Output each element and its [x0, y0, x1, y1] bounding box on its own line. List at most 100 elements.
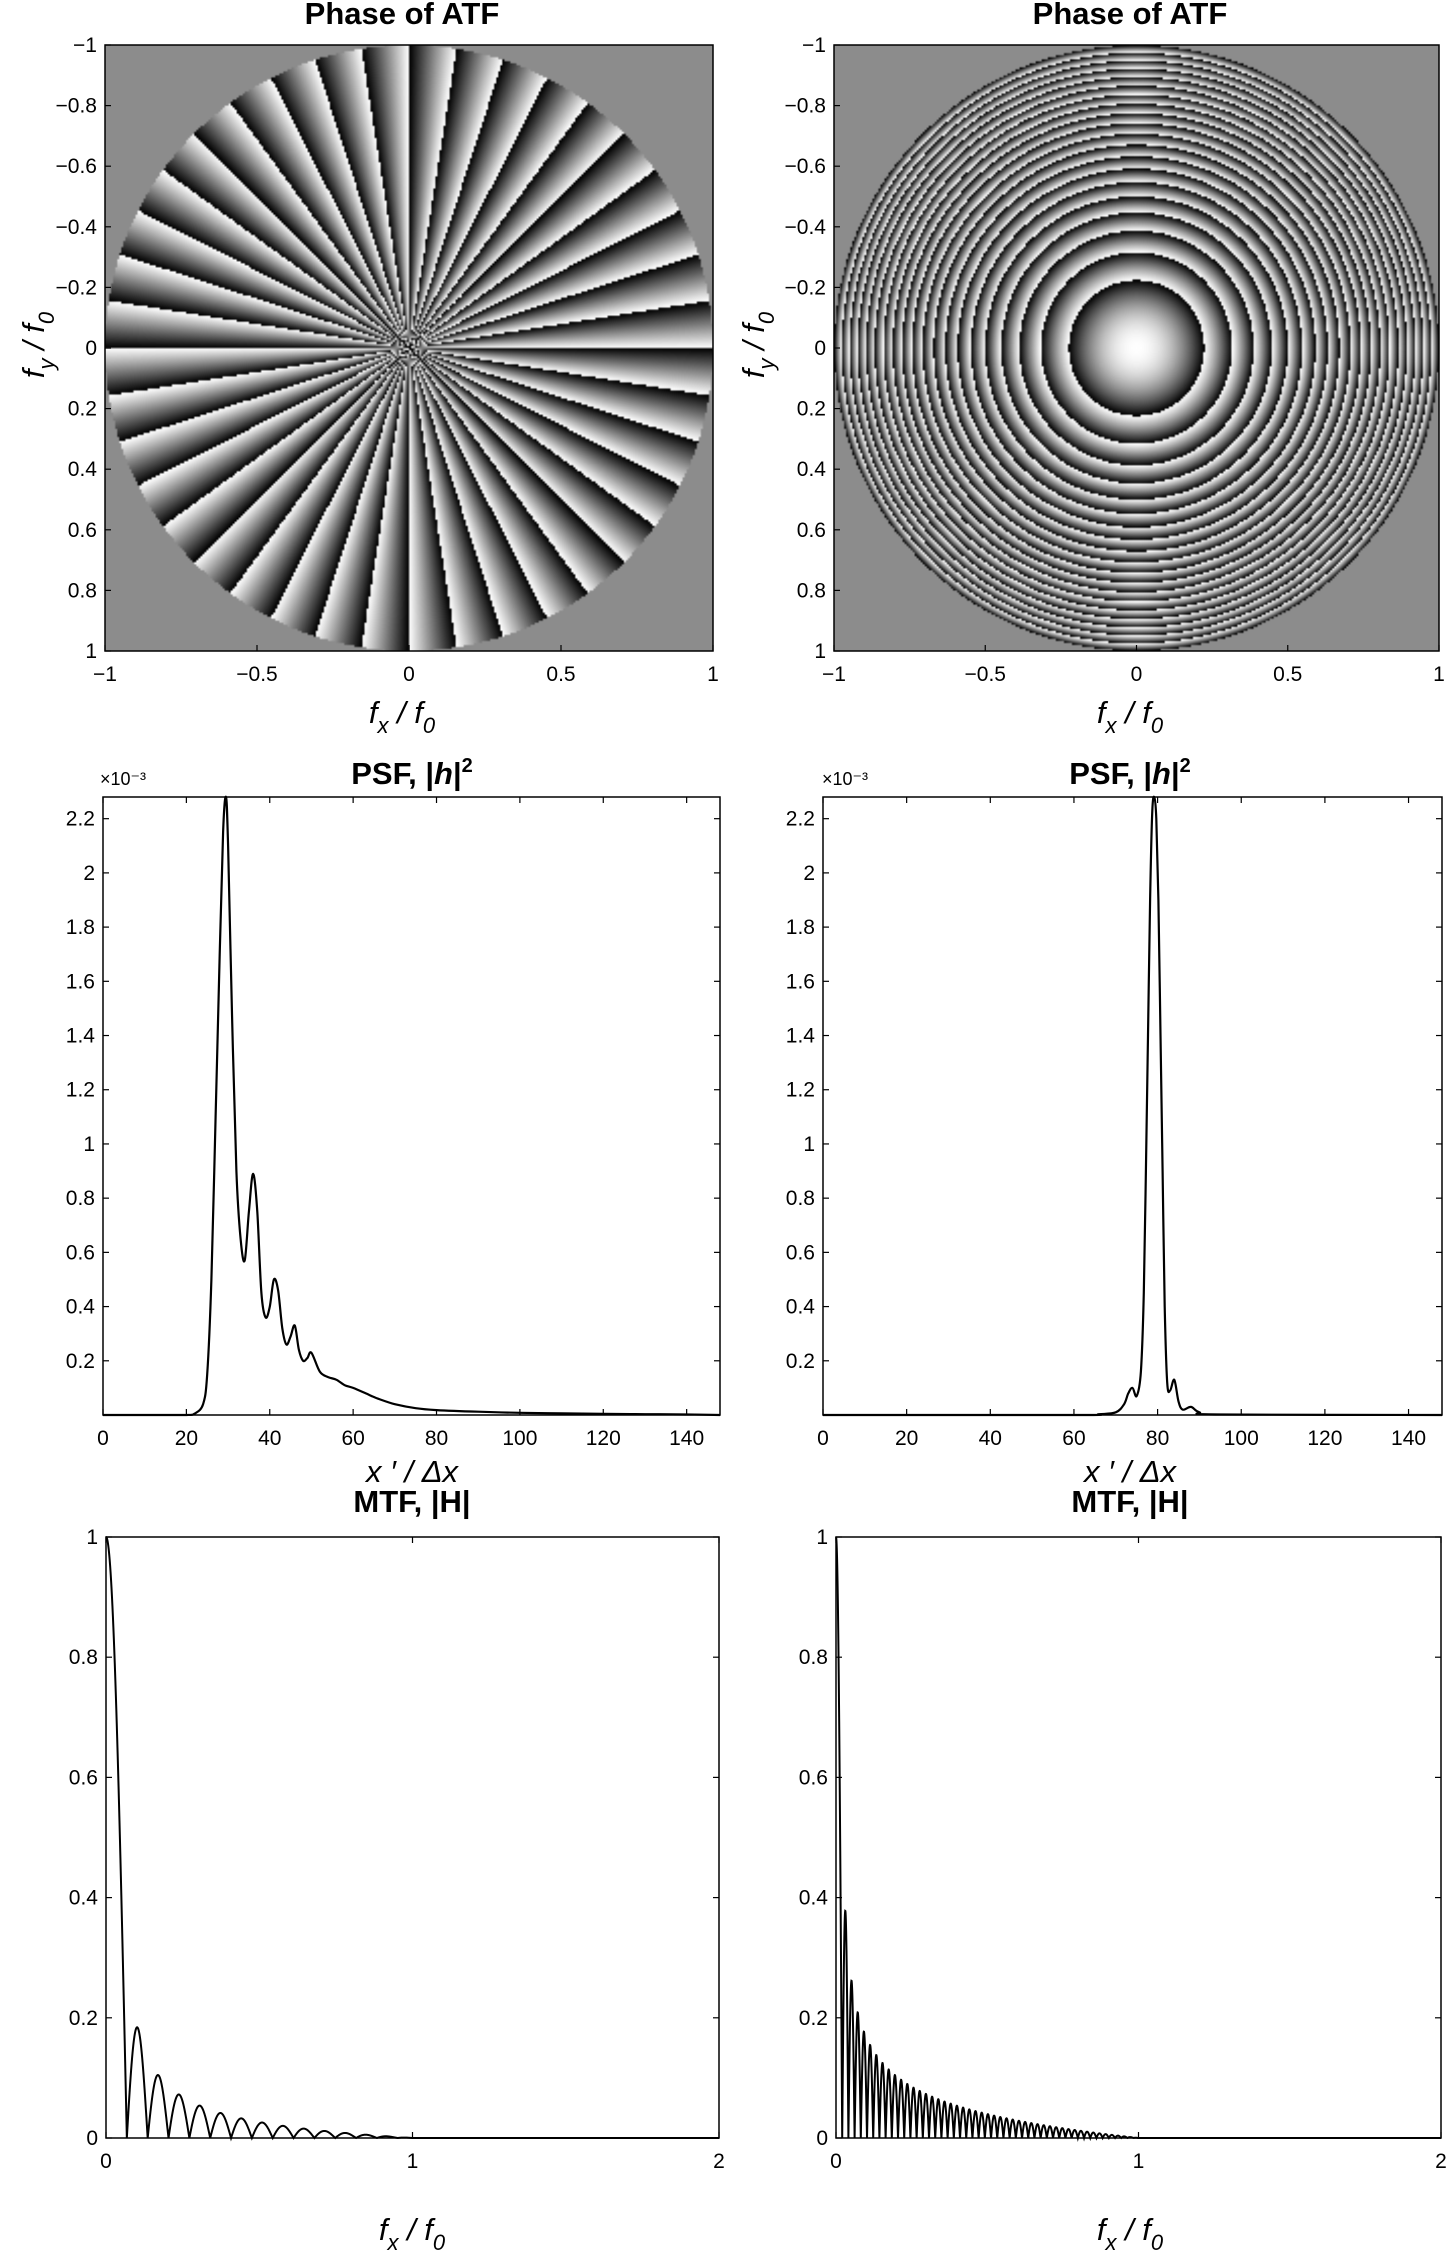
y-tick-label: 0.6	[66, 1241, 95, 1264]
y-axis-label: fy / f0	[16, 311, 59, 378]
y-tick-label: −0.4	[56, 216, 98, 239]
y-tick-label: 0.6	[68, 519, 97, 542]
x-axis-label: fx / f0	[1097, 2212, 1164, 2255]
axes-box	[102, 796, 721, 1416]
y-tick-label: 1.6	[786, 970, 815, 993]
y-tick-label: 0.8	[786, 1187, 815, 1210]
y-tick-label: 1.2	[786, 1079, 815, 1102]
y-tick-label: 0.4	[66, 1296, 96, 1319]
y-tick-label: −0.4	[785, 216, 827, 239]
x-axis-label: x ′ / Δx	[1082, 1454, 1178, 1489]
psf-curve	[823, 795, 1443, 1417]
y-tick-label: 0.2	[786, 1350, 815, 1373]
y-tick-label: −0.6	[56, 155, 97, 178]
y-tick-label: 0.2	[799, 2007, 828, 2030]
x-tick-label: 100	[502, 1427, 537, 1450]
x-tick-label: −1	[822, 663, 846, 686]
x-tick-label: 40	[979, 1427, 1002, 1450]
x-tick-label: 80	[425, 1427, 448, 1450]
panel-atf-left: Phase of ATF −1 −0.5 0 0.5 1−1−0.8−0.6−0.4−0…	[16, 0, 719, 738]
x-tick-label: 2	[1435, 2150, 1447, 2173]
y-tick-label: 0.8	[68, 579, 97, 602]
y-tick-label: 0.6	[786, 1241, 815, 1264]
panel-atf-right: Phase of ATF −1 −0.5 0 0.5 1−1−0.8−0.6−0.4−0…	[736, 0, 1445, 738]
phase-pattern	[105, 45, 713, 651]
y-tick-label: −0.8	[785, 95, 826, 118]
y-tick-label: 1.8	[786, 916, 815, 939]
y-tick-label: 0.2	[66, 1350, 95, 1373]
plot-area: 0 1 2 0 0.2 0.4 0.6 0.8 1	[69, 1526, 725, 2173]
y-tick-label: 0	[816, 2127, 828, 2150]
x-axis-label: fx / f0	[379, 2212, 446, 2255]
y-tick-label: 0.2	[69, 2007, 98, 2030]
chart-title: MTF, |H|	[353, 1484, 470, 1519]
x-tick-label: 2	[713, 2150, 725, 2173]
y-tick-label: 1	[86, 1526, 98, 1549]
x-tick-label: 0.5	[1273, 663, 1302, 686]
x-tick-label: 20	[175, 1427, 198, 1450]
y-tick-label: 0.6	[69, 1766, 98, 1789]
x-axis-label: fx / f0	[1097, 695, 1164, 738]
psf-curve	[103, 795, 721, 1417]
y-tick-label: −0.6	[785, 155, 826, 178]
axes-box	[822, 796, 1443, 1416]
x-axis-label: fx / f0	[369, 695, 436, 738]
y-tick-label: 1	[814, 640, 826, 663]
x-tick-label: 100	[1224, 1427, 1259, 1450]
y-tick-label: 1.2	[66, 1079, 95, 1102]
y-tick-label: 0.6	[797, 519, 826, 542]
y-tick-label: −0.8	[56, 95, 97, 118]
y-tick-label: 0	[86, 2127, 98, 2150]
chart-title: MTF, |H|	[1071, 1484, 1188, 1519]
x-tick-label: −0.5	[965, 663, 1006, 686]
chart-title: Phase of ATF	[1033, 0, 1228, 31]
x-tick-label: 1	[707, 663, 719, 686]
y-tick-label: −0.2	[56, 276, 97, 299]
y-tick-label: 0.6	[799, 1766, 828, 1789]
y-tick-label: −0.2	[785, 276, 826, 299]
axes-frame: −1 −0.5 0 0.5 1−1−0.8−0.6−0.4−0.200.20.40.60…	[56, 34, 719, 686]
exponent-label: ×10⁻³	[100, 769, 146, 789]
y-tick-label: 1	[803, 1133, 815, 1156]
x-axis-label: x ′ / Δx	[364, 1454, 460, 1489]
atf-phase-image	[105, 45, 713, 651]
x-tick-label: 40	[258, 1427, 281, 1450]
y-tick-label: 0.4	[786, 1296, 816, 1319]
x-tick-label: 60	[341, 1427, 364, 1450]
x-tick-label: 80	[1146, 1427, 1169, 1450]
y-tick-label: 0.2	[68, 398, 97, 421]
y-tick-label: 0	[814, 337, 826, 360]
mtf-curve	[105, 1536, 719, 2142]
x-tick-label: 0	[817, 1427, 829, 1450]
y-tick-label: 1.4	[786, 1025, 816, 1048]
y-tick-label: 0.4	[797, 458, 827, 481]
x-tick-label: 60	[1062, 1427, 1085, 1450]
y-tick-label: 0.4	[799, 1887, 829, 1910]
y-tick-label: 0	[85, 337, 97, 360]
x-tick-label: −0.5	[236, 663, 277, 686]
y-tick-label: 0.8	[69, 1646, 98, 1669]
y-tick-label: 0.8	[797, 579, 826, 602]
y-tick-label: 1.4	[66, 1025, 96, 1048]
x-tick-label: 0	[100, 2150, 112, 2173]
y-tick-label: −1	[802, 34, 826, 57]
x-tick-label: 0.5	[546, 663, 575, 686]
x-tick-label: 20	[895, 1427, 918, 1450]
y-tick-label: 0.8	[799, 1646, 828, 1669]
chart-title: PSF, |h|2	[351, 755, 473, 791]
y-tick-label: 2.2	[786, 808, 815, 831]
y-tick-label: 1.8	[66, 916, 95, 939]
y-tick-label: 1	[83, 1133, 95, 1156]
x-tick-label: 140	[1391, 1427, 1426, 1450]
chart-title: PSF, |h|2	[1069, 755, 1191, 791]
panel-mtf-left: MTF, |H| 0 1 2 0 0.2 0.4 0.6 0.8 1 fx / f0	[69, 1484, 725, 2255]
plot-area: 0 20 40 60 80 100 120 140 0.2 0.4 0.6 0.8 1 1.2 1.4 1.6…	[66, 795, 721, 1450]
x-tick-label: 1	[1433, 663, 1445, 686]
mtf-curve	[835, 1536, 1441, 2142]
y-tick-label: 1	[816, 1526, 828, 1549]
phase-pattern	[834, 45, 1439, 651]
y-tick-label: 0.8	[66, 1187, 95, 1210]
axes-box	[105, 1536, 720, 2139]
x-tick-label: 1	[407, 2150, 419, 2173]
